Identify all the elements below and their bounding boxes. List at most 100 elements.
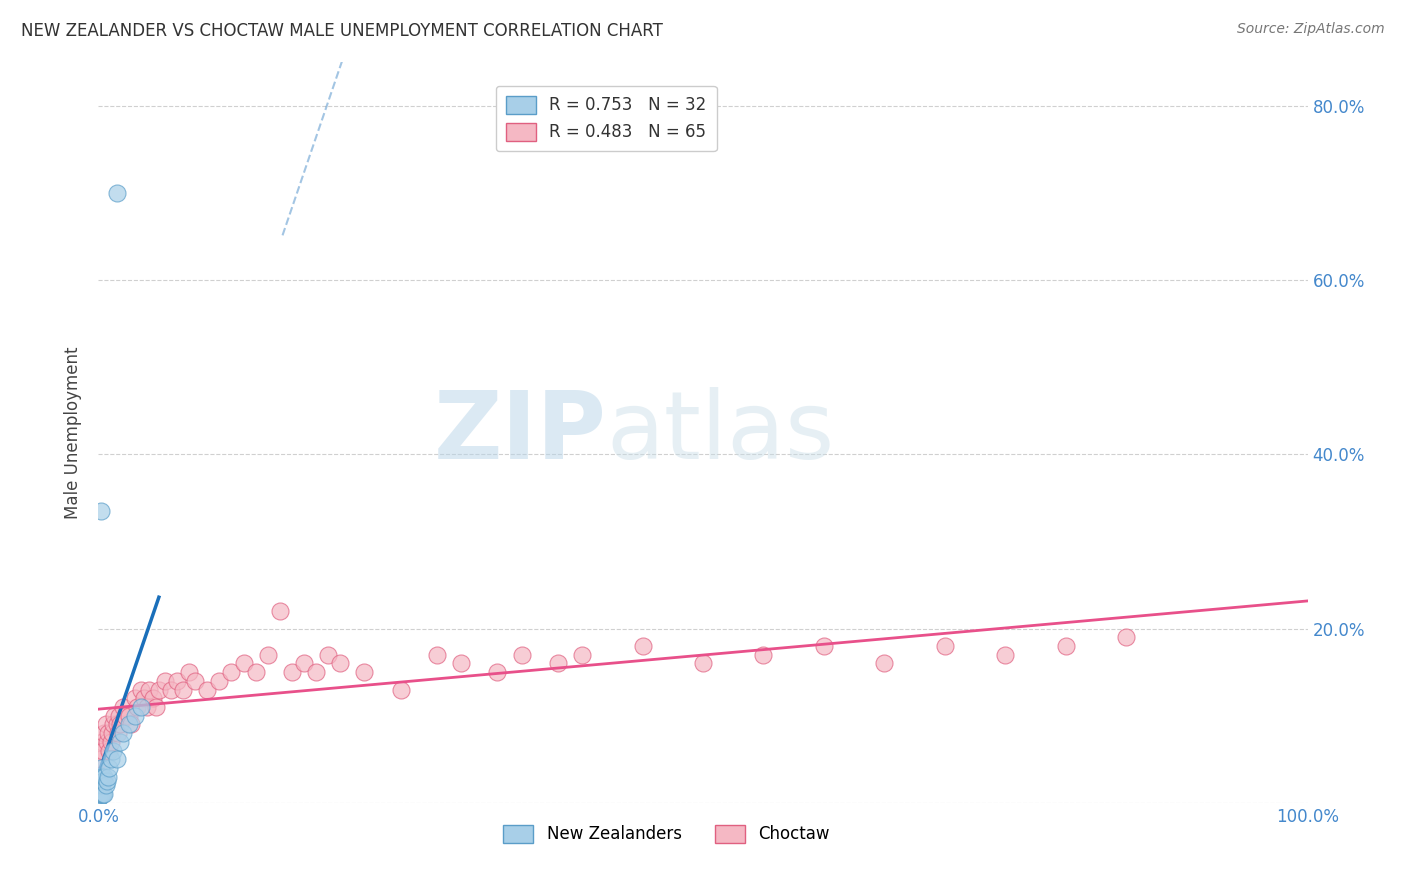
Point	[281, 665, 304, 680]
Point	[89, 789, 111, 803]
Point	[94, 778, 117, 792]
Point	[91, 787, 114, 801]
Point	[148, 682, 170, 697]
Point	[91, 778, 114, 792]
Point	[91, 787, 114, 801]
Point	[813, 639, 835, 653]
Point	[90, 787, 112, 801]
Point	[245, 665, 267, 680]
Point	[153, 673, 176, 688]
Point	[91, 735, 114, 749]
Point	[752, 648, 775, 662]
Point	[142, 691, 165, 706]
Point	[89, 778, 111, 792]
Point	[87, 791, 110, 805]
Point	[91, 770, 114, 784]
Point	[124, 708, 146, 723]
Point	[89, 787, 111, 801]
Point	[120, 717, 142, 731]
Point	[107, 726, 129, 740]
Point	[101, 717, 124, 731]
Point	[160, 682, 183, 697]
Point	[103, 708, 125, 723]
Point	[91, 743, 114, 757]
Point	[108, 735, 131, 749]
Point	[118, 708, 141, 723]
Point	[89, 770, 111, 784]
Point	[316, 648, 339, 662]
Point	[135, 700, 157, 714]
Point	[96, 735, 118, 749]
Point	[89, 743, 111, 757]
Point	[98, 743, 121, 757]
Point	[101, 743, 124, 757]
Point	[90, 778, 112, 792]
Point	[96, 774, 118, 789]
Point	[94, 717, 117, 731]
Point	[232, 657, 254, 671]
Point	[510, 648, 533, 662]
Point	[97, 726, 120, 740]
Text: ZIP: ZIP	[433, 386, 606, 479]
Point	[90, 504, 112, 518]
Point	[90, 778, 112, 792]
Point	[450, 657, 472, 671]
Point	[93, 787, 115, 801]
Point	[353, 665, 375, 680]
Point	[195, 682, 218, 697]
Point	[145, 700, 167, 714]
Text: Source: ZipAtlas.com: Source: ZipAtlas.com	[1237, 22, 1385, 37]
Point	[124, 691, 146, 706]
Point	[166, 673, 188, 688]
Point	[127, 700, 149, 714]
Point	[108, 717, 131, 731]
Point	[111, 700, 134, 714]
Point	[93, 726, 115, 740]
Point	[208, 673, 231, 688]
Point	[172, 682, 194, 697]
Point	[105, 752, 128, 766]
Point	[89, 778, 111, 792]
Point	[105, 186, 128, 200]
Legend: New Zealanders, Choctaw: New Zealanders, Choctaw	[496, 818, 837, 850]
Point	[129, 700, 152, 714]
Point	[134, 691, 156, 706]
Point	[305, 665, 328, 680]
Point	[97, 770, 120, 784]
Point	[108, 708, 131, 723]
Point	[292, 657, 315, 671]
Point	[93, 770, 115, 784]
Point	[994, 648, 1017, 662]
Point	[138, 682, 160, 697]
Point	[269, 604, 291, 618]
Point	[1115, 630, 1137, 644]
Point	[98, 761, 121, 775]
Point	[389, 682, 412, 697]
Point	[89, 787, 111, 801]
Point	[129, 682, 152, 697]
Point	[1054, 639, 1077, 653]
Point	[111, 726, 134, 740]
Text: NEW ZEALANDER VS CHOCTAW MALE UNEMPLOYMENT CORRELATION CHART: NEW ZEALANDER VS CHOCTAW MALE UNEMPLOYME…	[21, 22, 664, 40]
Point	[184, 673, 207, 688]
Point	[179, 665, 201, 680]
Point	[486, 665, 509, 680]
Point	[105, 717, 128, 731]
Point	[934, 639, 956, 653]
Point	[91, 774, 114, 789]
Point	[631, 639, 654, 653]
Point	[114, 708, 136, 723]
Point	[100, 752, 122, 766]
Point	[692, 657, 714, 671]
Text: atlas: atlas	[606, 386, 835, 479]
Point	[547, 657, 569, 671]
Point	[426, 648, 449, 662]
Point	[873, 657, 896, 671]
Y-axis label: Male Unemployment: Male Unemployment	[65, 346, 83, 519]
Point	[100, 735, 122, 749]
Point	[100, 726, 122, 740]
Point	[90, 761, 112, 775]
Point	[90, 752, 112, 766]
Point	[118, 717, 141, 731]
Point	[329, 657, 352, 671]
